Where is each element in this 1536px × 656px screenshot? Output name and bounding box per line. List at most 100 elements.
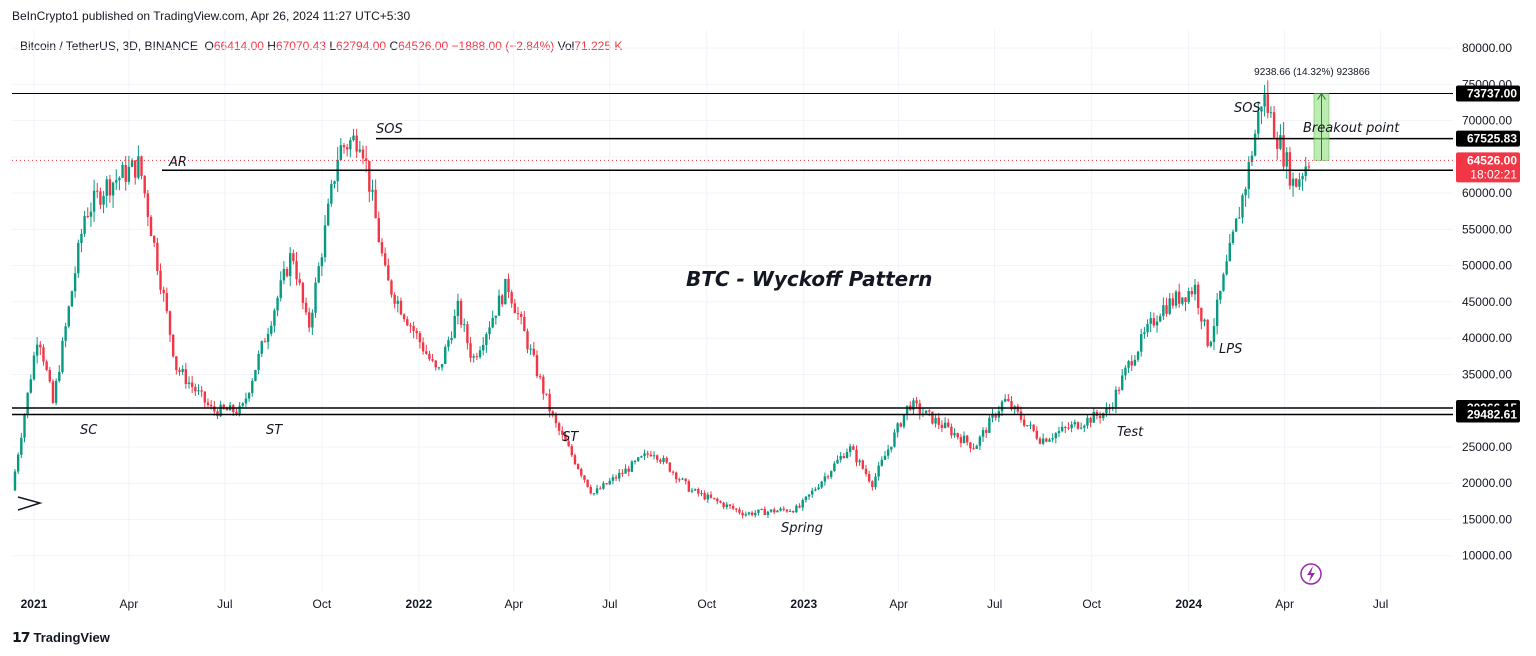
candle-body bbox=[624, 468, 627, 474]
candle-body bbox=[412, 325, 415, 331]
candle bbox=[595, 484, 599, 495]
candle-body bbox=[127, 166, 131, 182]
candle bbox=[200, 386, 203, 397]
candle bbox=[1022, 414, 1026, 428]
candle-body bbox=[456, 300, 460, 317]
candle-body bbox=[1187, 291, 1190, 303]
candle-body bbox=[519, 314, 523, 317]
candle bbox=[890, 446, 893, 453]
candle-body bbox=[1092, 411, 1095, 423]
candle-body bbox=[665, 457, 668, 463]
candle-body bbox=[399, 300, 403, 315]
last-price-text: 64526.00 bbox=[1467, 153, 1517, 167]
candle-body bbox=[247, 393, 251, 399]
candle-body bbox=[706, 494, 710, 500]
candle bbox=[32, 351, 36, 381]
candle-body bbox=[434, 360, 437, 368]
candle-body bbox=[1029, 424, 1032, 426]
candle-body bbox=[270, 325, 273, 334]
candle-body bbox=[763, 509, 766, 515]
candle bbox=[276, 295, 279, 317]
candle-body bbox=[754, 512, 757, 516]
candle-body bbox=[156, 242, 159, 271]
candle bbox=[858, 458, 861, 466]
candle-body bbox=[380, 242, 384, 254]
footer-brand[interactable]: TradingView bbox=[33, 630, 110, 645]
candle bbox=[285, 266, 289, 278]
candle bbox=[311, 309, 314, 335]
candle-body bbox=[105, 179, 108, 196]
y-tick-label: 60000.00 bbox=[1462, 186, 1512, 200]
candle-body bbox=[554, 415, 558, 424]
candle-body bbox=[121, 164, 124, 178]
candle bbox=[1257, 101, 1260, 140]
candle bbox=[260, 340, 263, 358]
candle-body bbox=[466, 324, 469, 344]
candle bbox=[149, 215, 153, 237]
candle bbox=[1222, 272, 1225, 292]
candle-body bbox=[1206, 319, 1209, 347]
candle-body bbox=[115, 180, 118, 183]
candle-body bbox=[1076, 422, 1080, 429]
candle bbox=[709, 491, 713, 499]
y-tick-label: 25000.00 bbox=[1462, 440, 1512, 454]
candle bbox=[1159, 313, 1162, 323]
lightning-icon[interactable] bbox=[1300, 563, 1322, 585]
candle-body bbox=[146, 193, 150, 217]
candle-body bbox=[260, 341, 263, 354]
candle-body bbox=[320, 257, 324, 267]
candle-body bbox=[687, 481, 691, 492]
candle-body bbox=[1260, 106, 1263, 112]
candle bbox=[817, 483, 820, 491]
candle-body bbox=[820, 481, 823, 488]
candle-body bbox=[1114, 389, 1118, 408]
candle-body bbox=[659, 459, 662, 462]
candle-body bbox=[656, 455, 659, 460]
candle-body bbox=[1136, 351, 1140, 360]
candle-body bbox=[792, 511, 795, 513]
candle bbox=[1029, 421, 1032, 430]
candle bbox=[1098, 411, 1102, 424]
candle bbox=[447, 336, 450, 352]
candle bbox=[323, 214, 327, 263]
candle bbox=[1026, 425, 1029, 427]
candle-body bbox=[409, 325, 412, 327]
candle-body bbox=[1105, 408, 1108, 414]
candle bbox=[162, 286, 165, 302]
symbol-name[interactable]: Bitcoin / TetherUS, 3D, BINANCE bbox=[20, 39, 198, 53]
x-tick-label: 2023 bbox=[790, 597, 817, 611]
candle bbox=[646, 450, 649, 458]
candle-body bbox=[1083, 425, 1086, 428]
candle bbox=[1234, 217, 1238, 232]
publisher-line: BeInCrypto1 published on TradingView.com… bbox=[12, 9, 411, 23]
x-tick-label: Apr bbox=[504, 597, 523, 611]
candle-body bbox=[206, 402, 210, 405]
candle-body bbox=[203, 391, 207, 403]
candle bbox=[1140, 328, 1143, 357]
candle bbox=[1209, 340, 1213, 348]
candle bbox=[700, 490, 703, 497]
candle-body bbox=[1035, 430, 1039, 439]
chart-title: BTC - Wyckoff Pattern bbox=[686, 267, 932, 291]
candle bbox=[42, 344, 45, 366]
candle-body bbox=[602, 483, 605, 489]
candle-body bbox=[1041, 438, 1045, 444]
candle-body bbox=[750, 512, 754, 516]
candle bbox=[1124, 365, 1127, 380]
candle-body bbox=[557, 423, 561, 431]
candle-series bbox=[13, 80, 1311, 519]
candle-body bbox=[374, 189, 377, 219]
candle-body bbox=[35, 344, 39, 356]
candle-body bbox=[29, 379, 33, 393]
candle-body bbox=[1190, 291, 1194, 295]
candle-body bbox=[757, 509, 760, 513]
candle-body bbox=[817, 487, 820, 490]
candle-body bbox=[1263, 94, 1266, 107]
candle bbox=[871, 480, 874, 491]
candle bbox=[1086, 414, 1089, 429]
candle-body bbox=[459, 300, 463, 325]
candle bbox=[902, 414, 906, 429]
candle-body bbox=[848, 446, 852, 452]
candle bbox=[592, 492, 596, 496]
